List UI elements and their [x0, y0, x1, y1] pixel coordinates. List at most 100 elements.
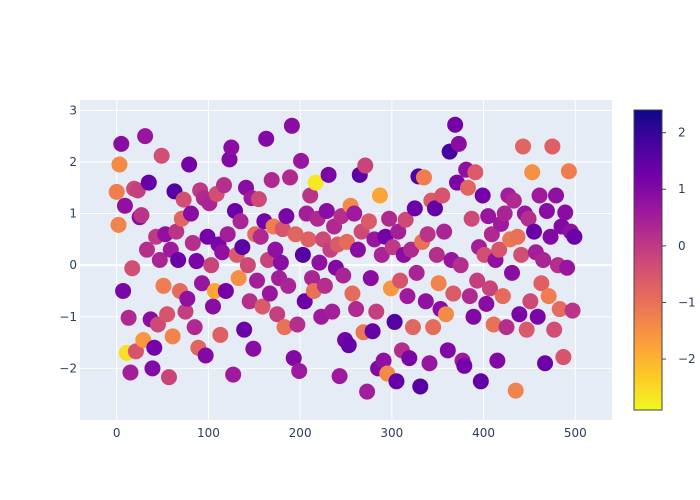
scatter-point — [188, 253, 205, 270]
scatter-point — [426, 200, 443, 217]
scatter-point — [133, 207, 150, 224]
colorbar-tick-label: −2 — [678, 352, 696, 366]
scatter-point — [447, 116, 464, 133]
scatter-point — [483, 226, 500, 243]
scatter-point — [559, 259, 576, 276]
scatter-point — [146, 339, 163, 356]
scatter-point — [375, 352, 392, 369]
scatter-point — [560, 163, 577, 180]
scatter-point — [296, 293, 313, 310]
y-tick-label: −1 — [59, 310, 77, 324]
scatter-point — [267, 241, 284, 258]
scatter-point — [507, 382, 524, 399]
scatter-point — [430, 275, 447, 292]
scatter-point — [179, 290, 196, 307]
scatter-point — [223, 139, 240, 156]
scatter-point — [392, 272, 409, 289]
colorbar: −2 −1 0 1 2 — [633, 109, 696, 411]
scatter-point — [138, 241, 155, 258]
scatter-point — [381, 210, 398, 227]
scatter-point — [285, 350, 302, 367]
scatter-point — [437, 306, 454, 323]
scatter-point — [482, 280, 499, 297]
scatter-point — [287, 226, 304, 243]
scatter-point — [491, 241, 508, 258]
scatter-point — [505, 192, 522, 209]
scatter-point — [408, 264, 425, 281]
scatter-point — [452, 257, 469, 274]
scatter-point — [254, 298, 271, 315]
scatter-point — [566, 228, 583, 245]
scatter-point — [137, 128, 154, 145]
scatter-point — [526, 223, 543, 240]
x-tick-label: 500 — [564, 426, 587, 440]
y-tick-label: 3 — [69, 103, 77, 117]
scatter-point — [412, 378, 429, 395]
scatter-point — [371, 187, 388, 204]
scatter-point — [239, 257, 256, 274]
scatter-point — [463, 210, 480, 227]
tick-labels: 0 100 200 300 400 500 −2 −1 0 1 2 3 — [59, 103, 586, 440]
scatter-point — [249, 272, 266, 289]
scatter-point — [459, 179, 476, 196]
scatter-point — [175, 191, 192, 208]
scatter-point — [504, 264, 521, 281]
y-tick-label: 1 — [69, 207, 77, 221]
x-tick-label: 200 — [289, 426, 312, 440]
scatter-point — [544, 138, 561, 155]
scatter-point — [421, 355, 438, 372]
scatter-point — [428, 246, 445, 263]
scatter-point — [232, 213, 249, 230]
scatter-point — [160, 369, 177, 386]
scatter-point — [348, 301, 365, 318]
scatter-point — [467, 164, 484, 181]
scatter-point — [155, 277, 172, 294]
scatter-point — [551, 301, 568, 318]
scatter-point — [293, 152, 310, 169]
y-tick-label: 0 — [69, 258, 77, 272]
scatter-point — [388, 373, 405, 390]
scatter-point — [518, 321, 535, 338]
scatter-point — [450, 135, 467, 152]
scatter-point — [272, 254, 289, 271]
x-tick-label: 0 — [113, 426, 121, 440]
scatter-point — [300, 231, 317, 248]
scatter-point — [263, 172, 280, 188]
scatter-point — [362, 270, 379, 287]
scatter-point — [535, 252, 552, 268]
scatter-point — [110, 216, 127, 233]
scatter-point — [311, 254, 328, 271]
colorbar-tick-label: 2 — [678, 126, 686, 140]
scatter-point — [546, 321, 563, 338]
scatter-point — [331, 368, 348, 385]
scatter-point — [511, 306, 528, 323]
scatter-point — [399, 288, 416, 305]
scatter-point — [140, 174, 157, 191]
scatter-point — [122, 364, 139, 381]
scatter-point — [524, 164, 541, 181]
colorbar-ticks: −2 −1 0 1 2 — [662, 126, 696, 366]
scatter-point — [419, 226, 436, 243]
y-tick-label: −2 — [59, 361, 77, 375]
scatter-point — [116, 197, 133, 214]
scatter-point — [168, 223, 185, 240]
scatter-point — [439, 342, 456, 359]
scatter-point — [496, 205, 513, 222]
scatter-point — [289, 316, 306, 333]
scatter-point — [212, 326, 229, 343]
scatter-point — [170, 252, 187, 268]
scatter-point — [127, 343, 144, 360]
scatter-point — [186, 319, 203, 336]
scatter-point — [113, 135, 130, 152]
markers — [108, 116, 583, 400]
scatter-point — [177, 303, 194, 320]
scatter-point — [225, 366, 242, 383]
scatter-point — [283, 117, 300, 134]
scatter-point — [124, 260, 141, 277]
scatter-point — [564, 302, 581, 319]
scatter-point — [461, 288, 478, 305]
scatter-point — [404, 319, 421, 336]
scatter-point — [261, 285, 278, 302]
x-tick-label: 400 — [472, 426, 495, 440]
scatter-point — [252, 228, 269, 245]
